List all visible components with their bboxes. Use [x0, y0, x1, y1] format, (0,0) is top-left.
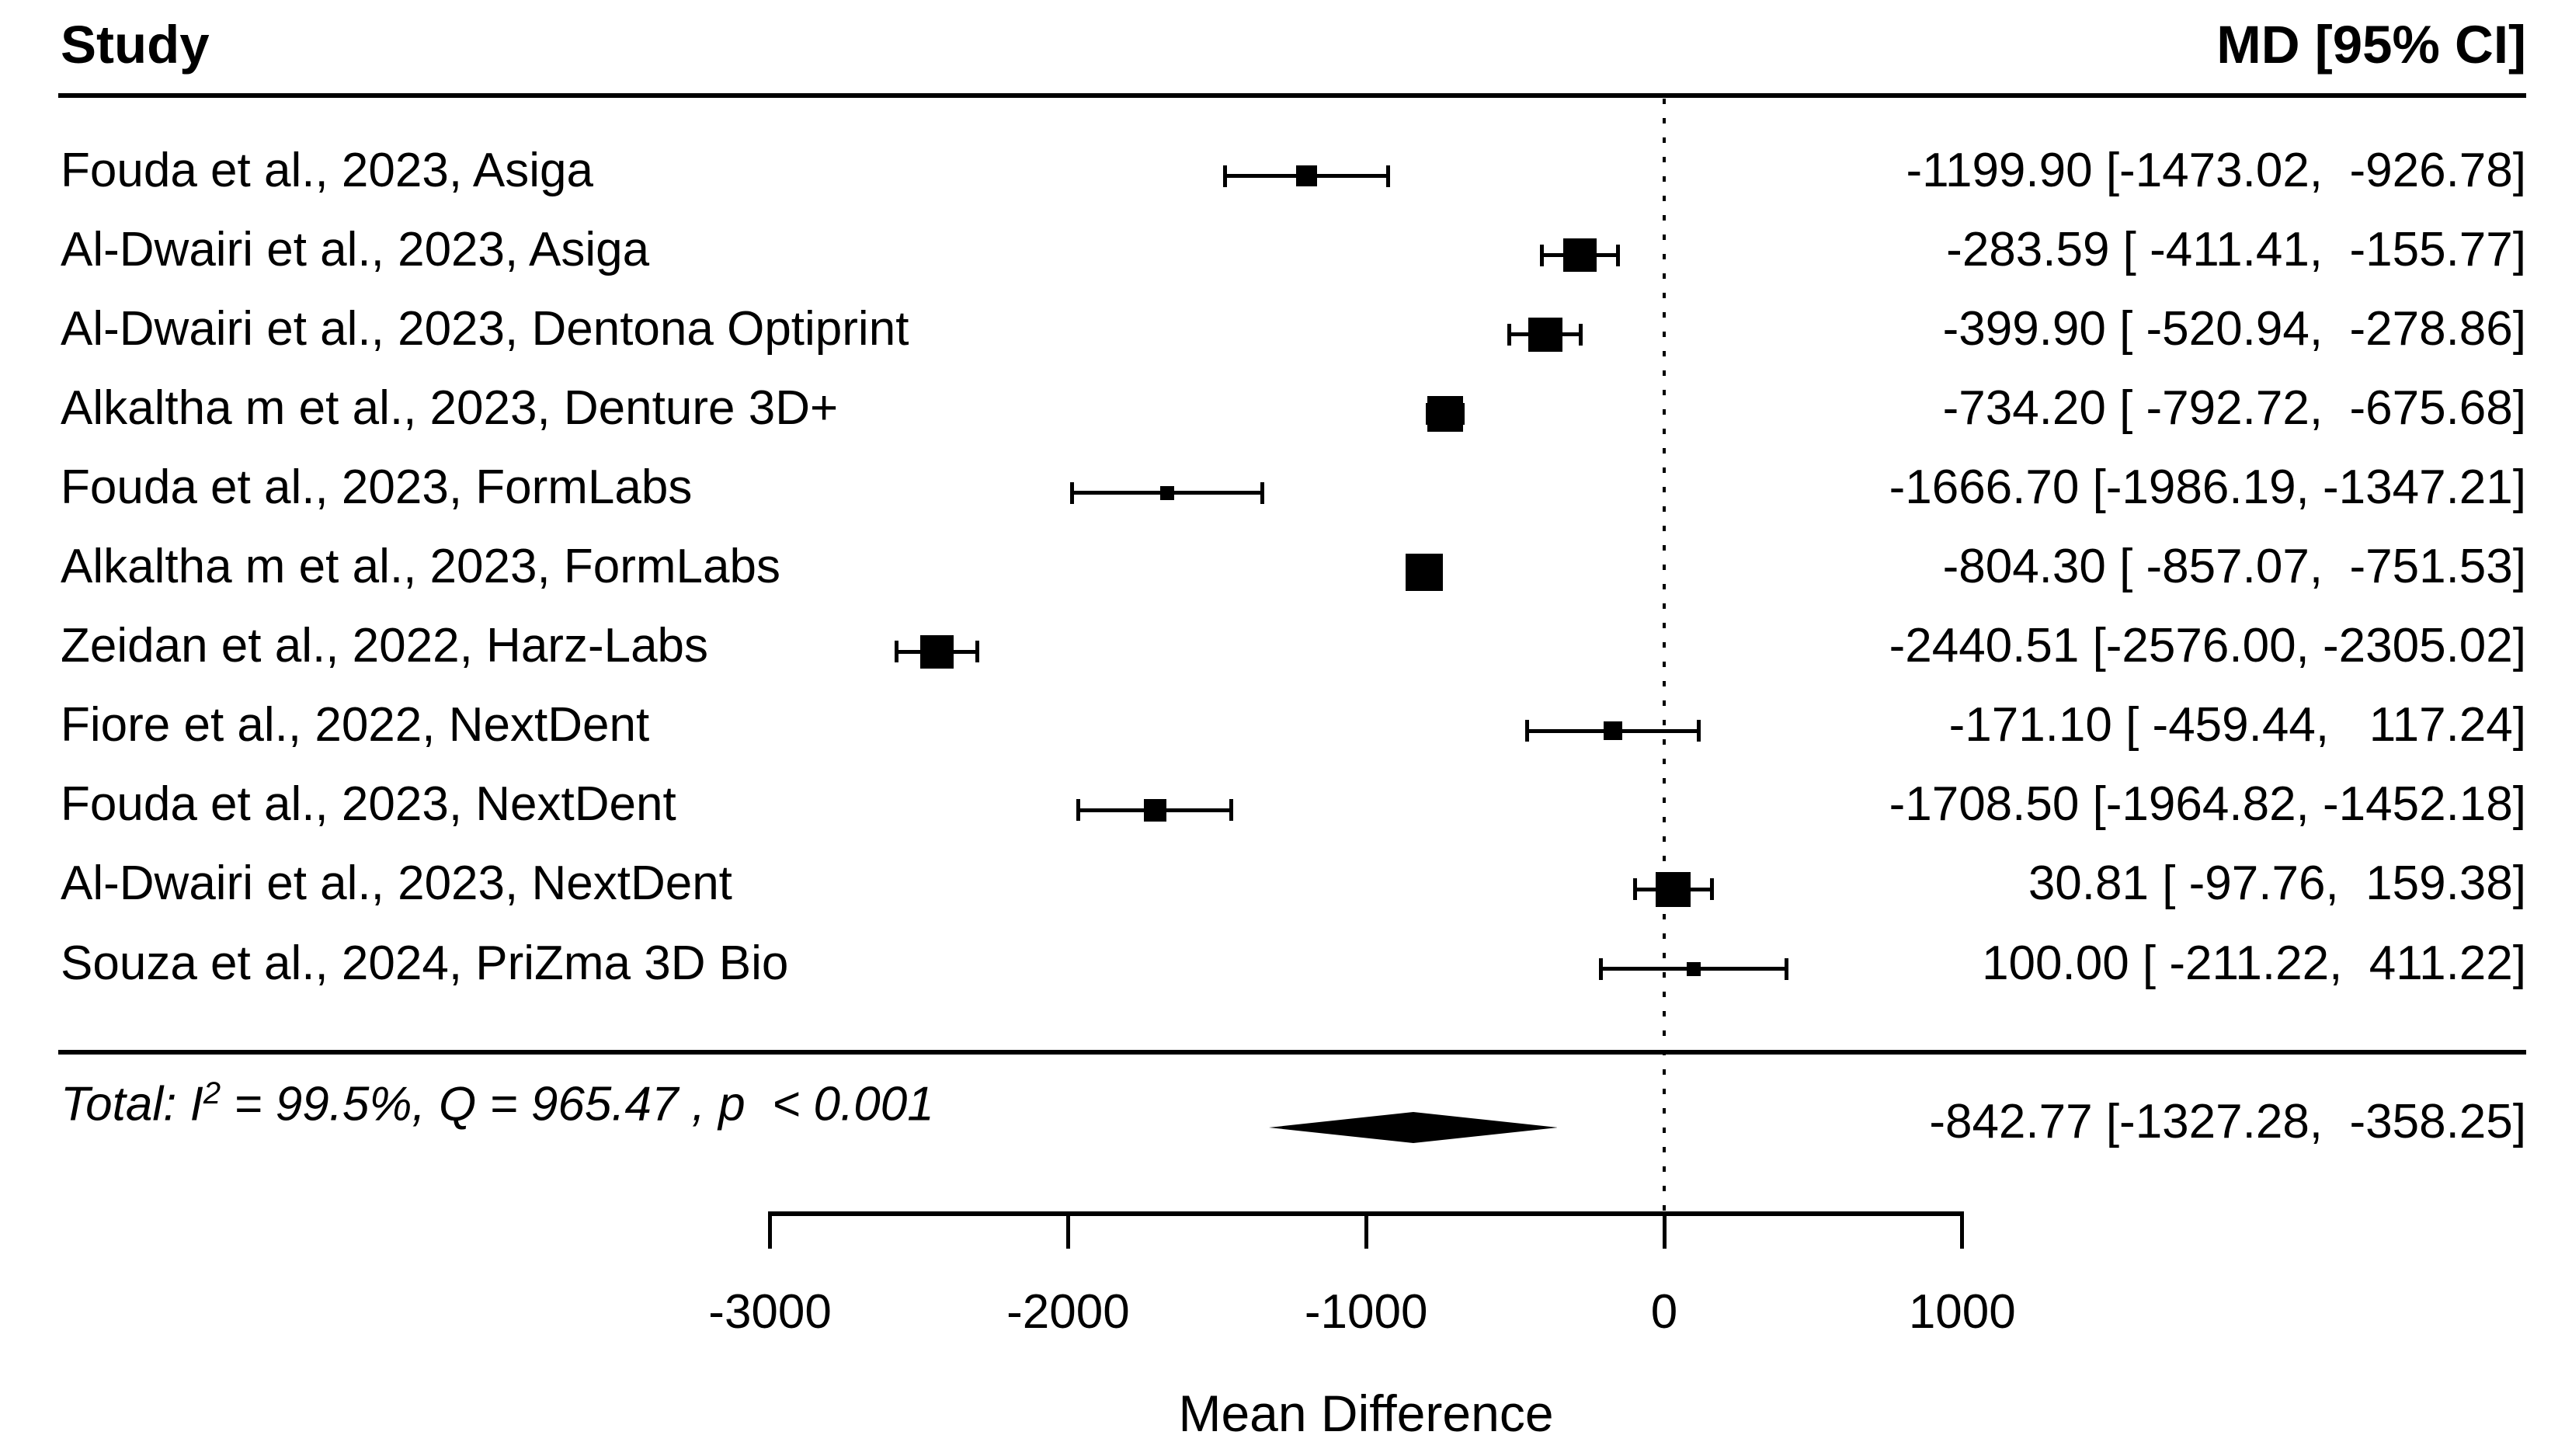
ci-point-square [1427, 395, 1464, 432]
ci-whisker-cap-left [1070, 481, 1075, 504]
x-axis-tick-label: 0 [1650, 1285, 1678, 1339]
summary-diamond [1268, 1112, 1558, 1143]
study-label: Fiore et al., 2022, NextDent [61, 698, 650, 752]
summary-label-main: Total: I [61, 1077, 203, 1131]
summary-label-rest: = 99.5%, Q = 965.47 , p < 0.001 [221, 1077, 934, 1131]
ci-point-square [1295, 165, 1317, 186]
ci-whisker-cap-right [1785, 957, 1789, 980]
x-axis-tick-label: 1000 [1908, 1285, 2016, 1339]
x-axis-tick [1065, 1211, 1070, 1249]
ci-whisker-cap-left [1539, 244, 1544, 266]
ci-text: -804.30 [ -857.07, -751.53] [1942, 540, 2526, 593]
ci-text: -1199.90 [-1473.02, -926.78] [1906, 143, 2526, 197]
ci-point-square [1160, 485, 1175, 500]
ci-text: -171.10 [ -459.44, 117.24] [1948, 698, 2526, 752]
ci-whisker-cap-right [1229, 799, 1234, 822]
x-axis-tick [1364, 1211, 1368, 1249]
summary-label: Total: I2 = 99.5%, Q = 965.47 , p < 0.00… [61, 1078, 934, 1129]
effect-column-header: MD [95% CI] [2216, 15, 2526, 75]
study-label: Alkaltha m et al., 2023, Denture 3D+ [61, 381, 839, 435]
ci-whisker-cap-right [1615, 244, 1620, 266]
ci-whisker-cap-left [1525, 720, 1530, 742]
ci-text: -734.20 [ -792.72, -675.68] [1942, 381, 2526, 435]
summary-separator-rule [58, 1050, 2526, 1055]
ci-point-square [1528, 317, 1562, 352]
study-label: Zeidan et al., 2022, Harz-Labs [61, 619, 709, 673]
x-axis-tick [1960, 1211, 1965, 1249]
ci-whisker-cap-right [1579, 323, 1583, 346]
ci-whisker-cap-right [1260, 481, 1265, 504]
ci-point-square [1143, 798, 1166, 822]
ci-whisker-cap-left [1632, 878, 1637, 901]
study-label: Al-Dwairi et al., 2023, Asiga [61, 222, 650, 276]
study-label: Fouda et al., 2023, Asiga [61, 143, 593, 197]
study-label: Fouda et al., 2023, FormLabs [61, 460, 693, 514]
x-axis-tick-label: -1000 [1304, 1285, 1428, 1339]
ci-whisker-cap-left [1076, 799, 1081, 822]
ci-whisker-cap-right [975, 641, 979, 663]
ci-whisker-cap-right [1709, 878, 1714, 901]
x-axis-title: Mean Difference [1178, 1385, 1554, 1442]
ci-text: 30.81 [ -97.76, 159.38] [2028, 857, 2526, 911]
zero-line [1663, 99, 1666, 1211]
ci-point-square [1406, 554, 1444, 591]
summary-ci-text: -842.77 [-1327.28, -358.25] [1929, 1095, 2526, 1148]
ci-point-square [1656, 871, 1691, 907]
study-label: Fouda et al., 2023, NextDent [61, 777, 676, 832]
ci-whisker-cap-left [1599, 957, 1604, 980]
study-column-header: Study [61, 15, 210, 75]
study-label: Al-Dwairi et al., 2023, NextDent [61, 857, 732, 911]
header-rule [58, 93, 2526, 98]
ci-whisker-cap-left [1507, 323, 1511, 346]
x-axis-tick [1662, 1211, 1667, 1249]
x-axis-tick-label: -2000 [1006, 1285, 1130, 1339]
ci-whisker-cap-right [1385, 165, 1390, 187]
ci-point-square [1562, 238, 1597, 273]
ci-whisker-cap-left [894, 641, 898, 663]
x-axis-tick-label: -3000 [708, 1285, 832, 1339]
study-label: Al-Dwairi et al., 2023, Dentona Optiprin… [61, 301, 909, 356]
ci-point-square [919, 634, 954, 669]
ci-text: -1708.50 [-1964.82, -1452.18] [1889, 777, 2526, 832]
summary-label-superscript: 2 [203, 1076, 221, 1110]
ci-text: -1666.70 [-1986.19, -1347.21] [1889, 460, 2526, 514]
ci-whisker-cap-left [1223, 165, 1228, 187]
ci-point-square [1687, 961, 1701, 976]
ci-text: 100.00 [ -211.22, 411.22] [1982, 936, 2526, 990]
ci-point-square [1604, 721, 1623, 741]
x-axis-tick [768, 1211, 773, 1249]
ci-text: -283.59 [ -411.41, -155.77] [1946, 222, 2526, 276]
ci-whisker-cap-right [1697, 720, 1701, 742]
study-label: Alkaltha m et al., 2023, FormLabs [61, 540, 781, 593]
ci-text: -2440.51 [-2576.00, -2305.02] [1889, 619, 2526, 673]
ci-text: -399.90 [ -520.94, -278.86] [1942, 301, 2526, 356]
study-label: Souza et al., 2024, PriZma 3D Bio [61, 936, 789, 990]
